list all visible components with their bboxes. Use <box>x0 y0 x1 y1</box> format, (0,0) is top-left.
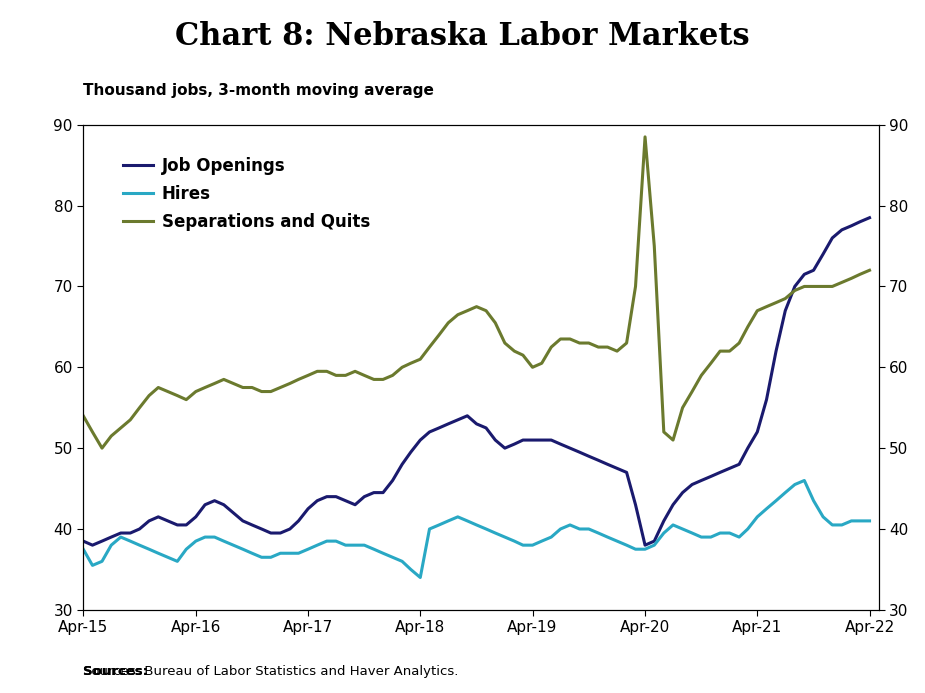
Line: Hires: Hires <box>83 480 870 577</box>
Text: Sources:: Sources: <box>83 665 148 678</box>
Line: Separations and Quits: Separations and Quits <box>83 137 870 448</box>
Text: Sources:: Sources: <box>83 665 148 678</box>
Text: Sources: Bureau of Labor Statistics and Haver Analytics.: Sources: Bureau of Labor Statistics and … <box>83 665 459 678</box>
Line: Job Openings: Job Openings <box>83 218 870 545</box>
Text: Chart 8: Nebraska Labor Markets: Chart 8: Nebraska Labor Markets <box>175 21 750 52</box>
Text: Sources: Bureau of Labor Statistics and Haver Analytics.: Sources: Bureau of Labor Statistics and … <box>83 665 459 678</box>
Text: Thousand jobs, 3-month moving average: Thousand jobs, 3-month moving average <box>83 83 434 98</box>
Legend: Job Openings, Hires, Separations and Quits: Job Openings, Hires, Separations and Qui… <box>123 157 370 231</box>
